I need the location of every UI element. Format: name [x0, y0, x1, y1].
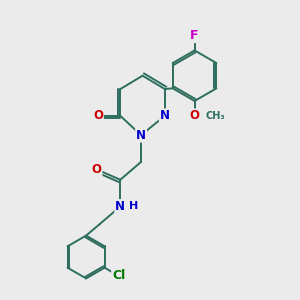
Text: Cl: Cl [112, 269, 125, 282]
Text: CH₃: CH₃ [206, 111, 226, 121]
Text: O: O [190, 109, 200, 122]
Text: F: F [190, 29, 199, 42]
Text: O: O [92, 163, 101, 176]
Text: H: H [129, 202, 138, 212]
Text: O: O [93, 109, 103, 122]
Text: N: N [160, 109, 170, 122]
Text: N: N [136, 129, 146, 142]
Text: N: N [115, 200, 125, 213]
